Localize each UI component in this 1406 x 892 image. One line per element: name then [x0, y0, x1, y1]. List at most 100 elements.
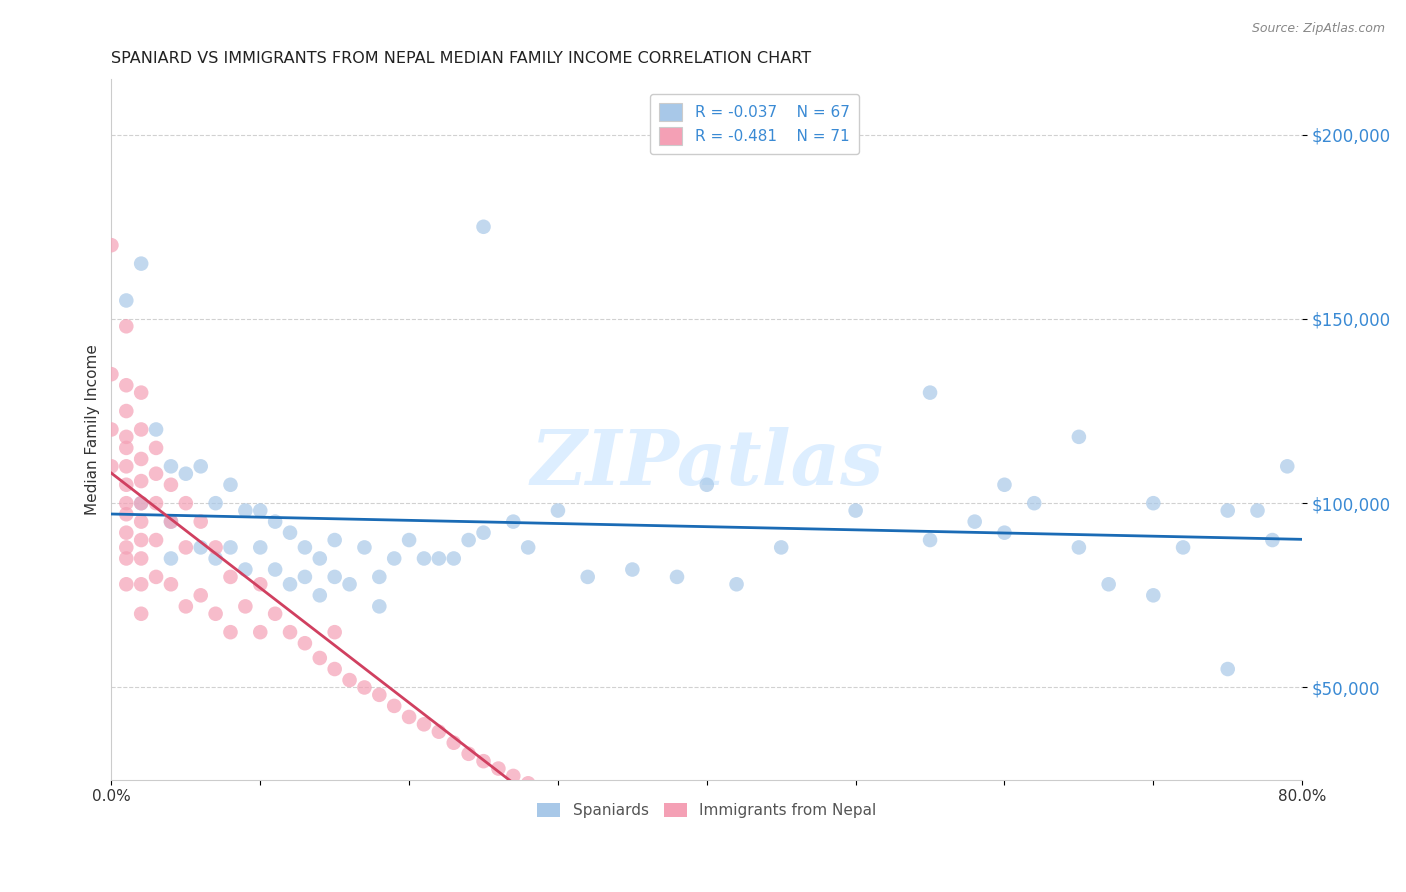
Point — [204, 496, 226, 510]
Point — [115, 525, 138, 540]
Point — [368, 599, 391, 614]
Point — [725, 577, 748, 591]
Point — [1142, 588, 1164, 602]
Point — [219, 477, 242, 491]
Point — [115, 477, 138, 491]
Point — [457, 747, 479, 761]
Point — [472, 219, 495, 234]
Point — [353, 681, 375, 695]
Point — [190, 459, 212, 474]
Point — [339, 673, 361, 687]
Point — [323, 570, 346, 584]
Point — [308, 651, 330, 665]
Text: ZIPatlas: ZIPatlas — [530, 427, 883, 501]
Point — [129, 474, 152, 488]
Point — [145, 441, 167, 455]
Point — [100, 459, 122, 474]
Point — [472, 754, 495, 768]
Point — [443, 736, 465, 750]
Point — [249, 625, 271, 640]
Point — [190, 588, 212, 602]
Point — [115, 430, 138, 444]
Point — [129, 452, 152, 467]
Point — [129, 422, 152, 436]
Point — [129, 577, 152, 591]
Point — [339, 577, 361, 591]
Point — [1246, 503, 1268, 517]
Point — [100, 238, 122, 252]
Point — [249, 541, 271, 555]
Point — [190, 541, 212, 555]
Point — [278, 625, 301, 640]
Point — [993, 525, 1015, 540]
Point — [219, 570, 242, 584]
Point — [204, 607, 226, 621]
Point — [174, 599, 197, 614]
Point — [235, 562, 257, 576]
Point — [308, 588, 330, 602]
Point — [517, 541, 540, 555]
Point — [472, 525, 495, 540]
Point — [576, 570, 599, 584]
Point — [129, 515, 152, 529]
Point — [918, 533, 941, 547]
Point — [115, 551, 138, 566]
Point — [561, 791, 583, 805]
Point — [1098, 577, 1121, 591]
Point — [457, 533, 479, 547]
Point — [382, 698, 405, 713]
Point — [576, 788, 599, 802]
Point — [129, 496, 152, 510]
Point — [502, 515, 524, 529]
Point — [129, 551, 152, 566]
Point — [502, 769, 524, 783]
Point — [413, 551, 436, 566]
Point — [592, 791, 614, 805]
Point — [160, 515, 183, 529]
Point — [145, 570, 167, 584]
Point — [486, 762, 509, 776]
Point — [398, 710, 420, 724]
Point — [115, 319, 138, 334]
Point — [413, 717, 436, 731]
Point — [219, 541, 242, 555]
Point — [145, 467, 167, 481]
Point — [918, 385, 941, 400]
Y-axis label: Median Family Income: Median Family Income — [86, 344, 100, 515]
Point — [264, 607, 287, 621]
Point — [368, 688, 391, 702]
Point — [517, 776, 540, 790]
Point — [1216, 503, 1239, 517]
Point — [160, 551, 183, 566]
Legend: Spaniards, Immigrants from Nepal: Spaniards, Immigrants from Nepal — [531, 797, 883, 824]
Point — [100, 367, 122, 381]
Point — [115, 508, 138, 522]
Point — [249, 577, 271, 591]
Point — [353, 541, 375, 555]
Point — [174, 467, 197, 481]
Point — [1216, 662, 1239, 676]
Point — [294, 636, 316, 650]
Point — [249, 503, 271, 517]
Point — [115, 404, 138, 418]
Point — [264, 515, 287, 529]
Point — [278, 525, 301, 540]
Point — [398, 533, 420, 547]
Point — [204, 541, 226, 555]
Point — [264, 562, 287, 576]
Point — [160, 477, 183, 491]
Point — [160, 459, 183, 474]
Point — [115, 577, 138, 591]
Point — [190, 515, 212, 529]
Point — [129, 385, 152, 400]
Point — [115, 378, 138, 392]
Point — [1171, 541, 1194, 555]
Point — [235, 599, 257, 614]
Point — [129, 496, 152, 510]
Point — [547, 503, 569, 517]
Text: Source: ZipAtlas.com: Source: ZipAtlas.com — [1251, 22, 1385, 36]
Point — [1261, 533, 1284, 547]
Point — [1142, 496, 1164, 510]
Point — [278, 577, 301, 591]
Point — [323, 662, 346, 676]
